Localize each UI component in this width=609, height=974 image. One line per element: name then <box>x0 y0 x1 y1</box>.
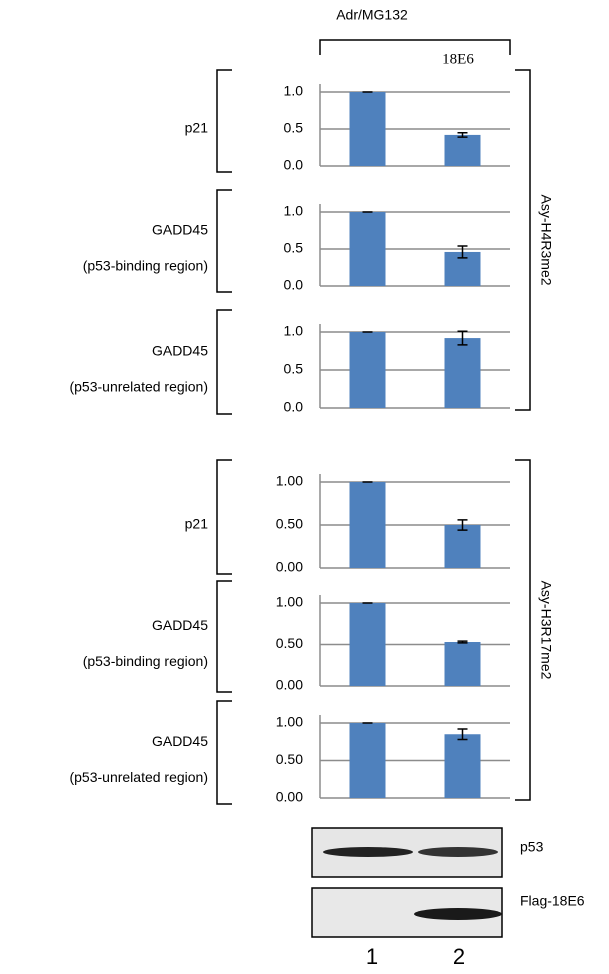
chart-bracket <box>217 460 232 574</box>
y-tick-label: 0.5 <box>284 361 304 377</box>
bar <box>445 734 481 798</box>
chart-bracket <box>217 190 232 292</box>
chart-label: GADD45 <box>152 343 208 359</box>
y-tick-label: 1.0 <box>284 83 304 99</box>
chart-bracket <box>217 70 232 172</box>
treatment-bracket <box>320 40 510 55</box>
chart-label: (p53-binding region) <box>83 653 208 669</box>
group-bracket <box>515 70 530 410</box>
bar <box>350 332 386 408</box>
chart-bracket <box>217 701 232 804</box>
construct-label: 18E6 <box>442 51 474 67</box>
y-tick-label: 0.50 <box>276 751 303 767</box>
y-tick-label: 0.00 <box>276 677 303 693</box>
figure: Adr/MG132 18E6 Asy-H4R3me2 Asy-H3R17me2 … <box>0 0 609 974</box>
y-tick-label: 1.0 <box>284 323 304 339</box>
chart-bracket <box>217 581 232 692</box>
blot-p53 <box>312 828 502 877</box>
chart-label: (p53-binding region) <box>83 258 208 274</box>
bar <box>350 603 386 686</box>
bar <box>350 482 386 568</box>
treatment-label: Adr/MG132 <box>336 7 408 23</box>
blot-flag <box>312 888 502 937</box>
chart-label: GADD45 <box>152 222 208 238</box>
blot-label: Flag-18E6 <box>520 893 585 909</box>
y-tick-label: 1.0 <box>284 203 304 219</box>
y-tick-label: 0.50 <box>276 635 303 651</box>
bar <box>350 92 386 166</box>
chart-label: p21 <box>185 516 209 532</box>
bar <box>350 723 386 798</box>
chart-label: p21 <box>185 120 209 136</box>
y-tick-label: 0.50 <box>276 516 303 532</box>
y-tick-label: 0.0 <box>284 157 304 173</box>
y-tick-label: 0.0 <box>284 399 304 415</box>
bar <box>445 525 481 568</box>
blot-label: p53 <box>520 839 544 855</box>
chart-label: GADD45 <box>152 733 208 749</box>
lane-label: 2 <box>453 944 465 969</box>
group-bracket <box>515 460 530 800</box>
bar <box>445 642 481 686</box>
y-tick-label: 1.00 <box>276 714 303 730</box>
chart-label: (p53-unrelated region) <box>69 379 208 395</box>
y-tick-label: 0.00 <box>276 789 303 805</box>
chart-label: GADD45 <box>152 617 208 633</box>
y-tick-label: 1.00 <box>276 594 303 610</box>
group-label: Asy-H4R3me2 <box>538 194 554 285</box>
y-tick-label: 0.00 <box>276 559 303 575</box>
chart-label: (p53-unrelated region) <box>69 769 208 785</box>
group-label: Asy-H3R17me2 <box>538 581 554 680</box>
bar <box>350 212 386 286</box>
chart-bracket <box>217 310 232 414</box>
bar <box>445 338 481 408</box>
y-tick-label: 0.5 <box>284 240 304 256</box>
y-tick-label: 1.00 <box>276 473 303 489</box>
bar <box>445 135 481 166</box>
lane-label: 1 <box>366 944 378 969</box>
y-tick-label: 0.5 <box>284 120 304 136</box>
y-tick-label: 0.0 <box>284 277 304 293</box>
